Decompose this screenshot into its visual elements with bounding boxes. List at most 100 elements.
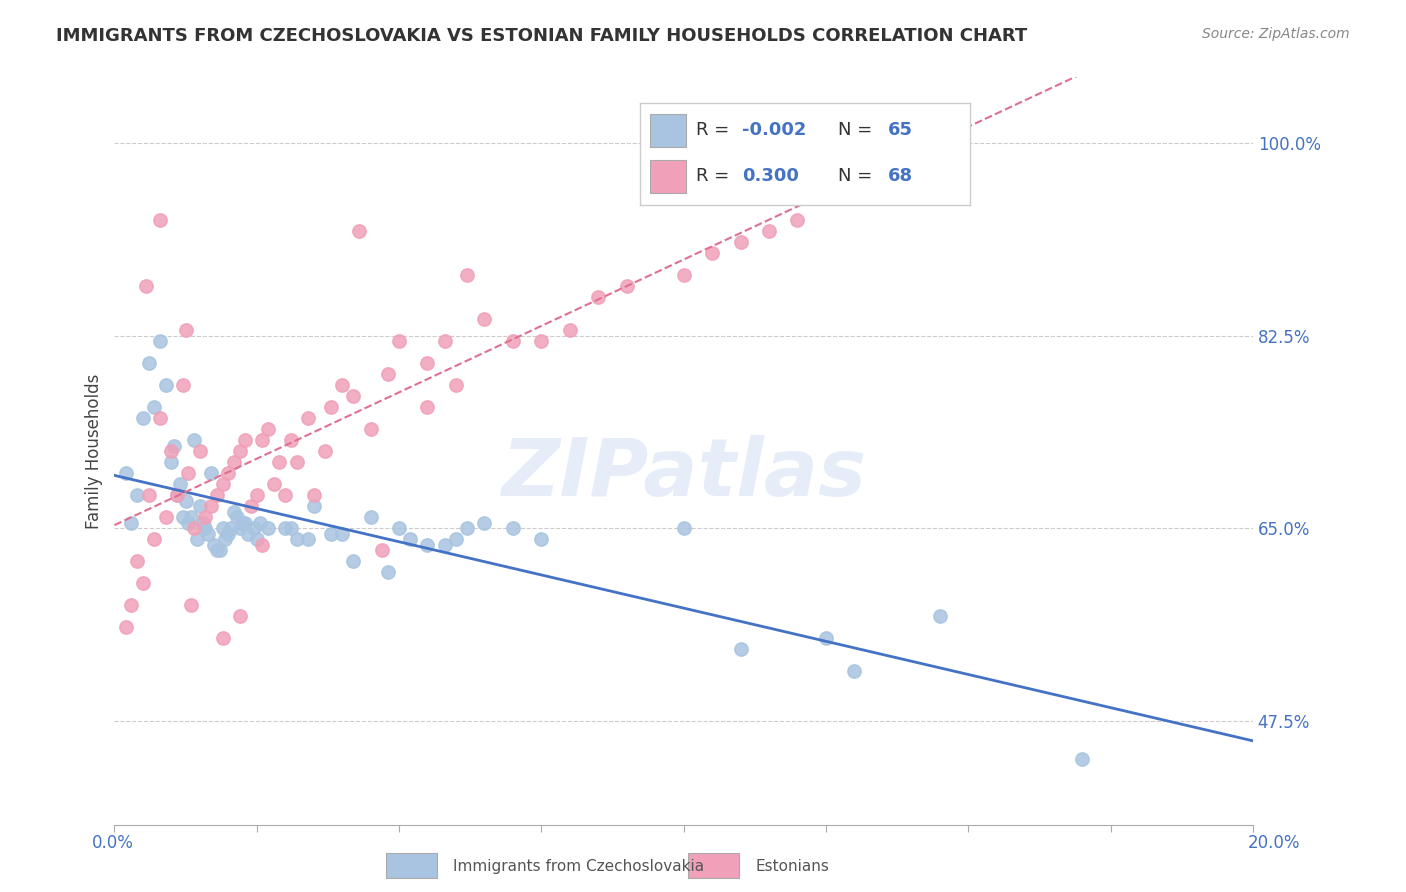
Point <box>197 527 219 541</box>
Point <box>302 488 325 502</box>
Point <box>252 538 274 552</box>
Point <box>211 632 233 646</box>
Point <box>297 411 319 425</box>
Point <box>238 527 260 541</box>
Point <box>225 510 247 524</box>
Point <box>127 488 149 502</box>
Point <box>444 533 467 547</box>
Point <box>177 467 200 481</box>
Text: R =: R = <box>696 168 735 186</box>
Point <box>243 521 266 535</box>
Point <box>149 411 172 425</box>
Point <box>388 521 411 535</box>
Point <box>166 488 188 502</box>
Point <box>180 599 202 613</box>
Point <box>143 533 166 547</box>
Point <box>274 521 297 535</box>
Text: 0.300: 0.300 <box>742 168 799 186</box>
Point <box>249 516 271 530</box>
Point <box>586 290 609 304</box>
Text: 0.0%: 0.0% <box>91 834 134 852</box>
Point <box>530 334 553 349</box>
Point <box>188 500 211 514</box>
Point <box>274 488 297 502</box>
Point <box>319 527 342 541</box>
Point <box>872 158 894 172</box>
Point <box>252 434 274 448</box>
Point <box>360 510 382 524</box>
Point <box>149 213 172 227</box>
Point <box>186 533 208 547</box>
Point <box>474 516 496 530</box>
Point <box>416 538 439 552</box>
Point <box>214 533 236 547</box>
Point <box>558 323 581 337</box>
Point <box>155 378 177 392</box>
Point <box>342 554 364 568</box>
Text: 20.0%: 20.0% <box>1249 834 1301 852</box>
Point <box>183 521 205 535</box>
Point <box>730 642 752 657</box>
Point <box>456 268 478 283</box>
Point <box>166 488 188 502</box>
Point <box>285 533 308 547</box>
Point <box>285 455 308 469</box>
Point <box>257 521 280 535</box>
Point <box>135 279 157 293</box>
Point <box>174 494 197 508</box>
Point <box>132 411 155 425</box>
Point <box>114 467 136 481</box>
Point <box>502 521 524 535</box>
Point <box>188 444 211 458</box>
Point <box>360 422 382 436</box>
Point <box>672 268 695 283</box>
Point <box>200 500 222 514</box>
Point <box>672 521 695 535</box>
Point <box>302 500 325 514</box>
Point <box>433 538 456 552</box>
Point <box>228 521 250 535</box>
Point <box>160 444 183 458</box>
Point <box>377 368 399 382</box>
Point <box>269 455 291 469</box>
Point <box>502 334 524 349</box>
Point <box>530 533 553 547</box>
Point <box>456 521 478 535</box>
Point <box>205 543 228 558</box>
Point <box>121 599 143 613</box>
Point <box>219 521 242 535</box>
Point <box>217 527 239 541</box>
Point <box>228 609 250 624</box>
Point <box>174 323 197 337</box>
Text: IMMIGRANTS FROM CZECHOSLOVAKIA VS ESTONIAN FAMILY HOUSEHOLDS CORRELATION CHART: IMMIGRANTS FROM CZECHOSLOVAKIA VS ESTONI… <box>56 27 1028 45</box>
Point <box>433 334 456 349</box>
Point <box>155 510 177 524</box>
Bar <box>385 853 436 878</box>
Bar <box>689 853 740 878</box>
Point <box>330 378 353 392</box>
Point <box>200 467 222 481</box>
Point <box>163 439 186 453</box>
Point <box>127 554 149 568</box>
Point <box>191 516 214 530</box>
Text: ZIPatlas: ZIPatlas <box>501 435 866 513</box>
Point <box>121 516 143 530</box>
Point <box>233 434 256 448</box>
Text: Estonians: Estonians <box>755 859 830 873</box>
Point <box>222 455 245 469</box>
Point <box>228 444 250 458</box>
Point <box>222 505 245 519</box>
Point <box>114 620 136 634</box>
Point <box>202 538 225 552</box>
Point <box>371 543 394 558</box>
Point <box>172 510 194 524</box>
Point <box>330 527 353 541</box>
Point <box>444 378 467 392</box>
Point <box>844 169 866 184</box>
Point <box>169 477 191 491</box>
Point <box>160 455 183 469</box>
Point <box>217 467 239 481</box>
Point <box>143 401 166 415</box>
Point <box>180 510 202 524</box>
Point <box>786 213 808 227</box>
